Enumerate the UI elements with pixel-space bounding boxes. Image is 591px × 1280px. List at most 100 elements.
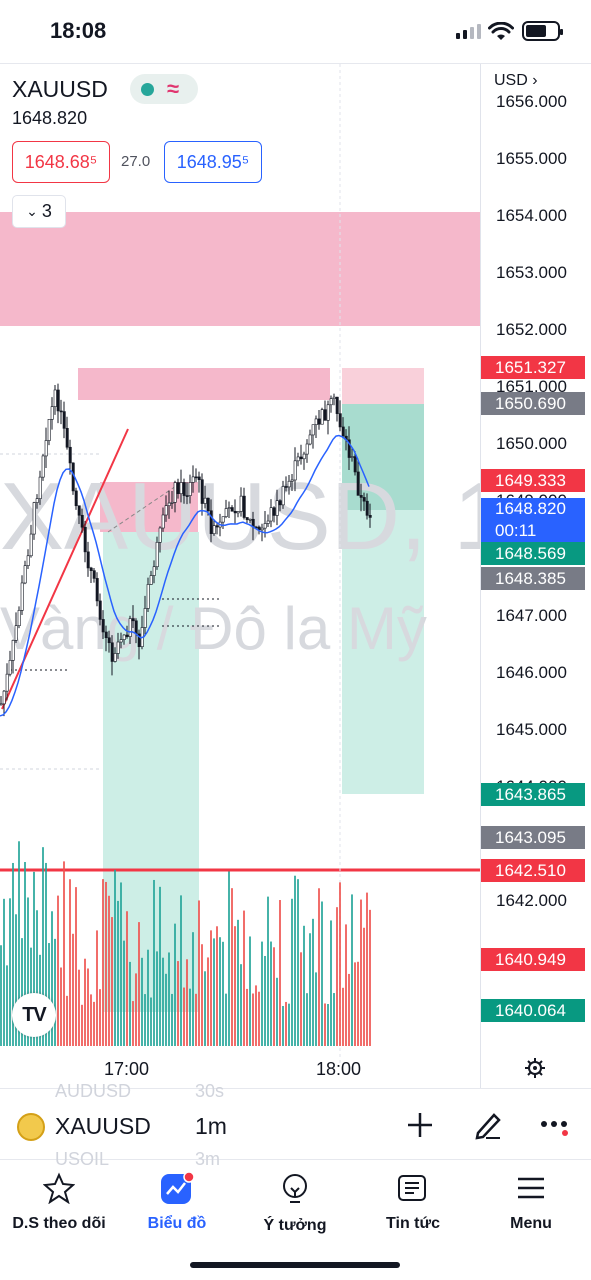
candle-body [113,653,117,662]
tradingview-logo-icon[interactable]: TV [12,993,56,1037]
volume-bar [291,898,293,1046]
volume-bar [177,961,179,1046]
volume-bar [327,1004,329,1046]
candle-body [269,507,273,522]
volume-bar [87,968,89,1046]
candle-body [80,514,84,528]
news-icon [398,1175,426,1201]
candle-body [86,551,90,569]
candle-body [284,486,288,488]
volume-bar [204,971,206,1046]
candle-body [53,389,57,407]
symbol-selector[interactable]: XAUUSD [55,1113,151,1139]
volume-bar [105,881,107,1046]
volume-bar [366,892,368,1046]
tab-menu[interactable]: Menu [472,1172,590,1233]
candle-body [167,502,171,506]
chart-area[interactable]: XAUUSD, 1 Vàng / Đô la Mỹ USD › 1656.000… [0,63,591,1088]
price-tick: 1651.000 [496,377,567,396]
watermark-description: Vàng / Đô la Mỹ [0,595,427,662]
candle-body [326,404,330,421]
volume-bars [0,841,371,1046]
price-chart[interactable]: XAUUSD, 1 Vàng / Đô la Mỹ [0,64,480,1088]
tab-chart[interactable]: Biểu đồ [118,1171,236,1233]
price-label: 1642.510 [481,859,585,882]
candle-body [5,673,9,692]
volume-bar [66,995,68,1046]
price-tick: 1654.000 [496,206,567,225]
candle-body [11,640,15,661]
candle-body [308,434,312,445]
volume-bar [348,973,350,1046]
market-status-pill[interactable]: ≈ [130,74,198,104]
volume-bar [129,961,131,1046]
volume-bar [42,847,44,1046]
candle-body [65,428,69,448]
volume-bar [282,1005,284,1046]
candle-body [359,495,363,498]
indicators-toggle[interactable]: ⌄ 3 [12,195,66,228]
volume-bar [219,937,221,1046]
volume-bar [90,994,92,1046]
candle-body [95,578,99,602]
volume-bar [336,907,338,1046]
volume-bar [312,918,314,1046]
price-label: 1648.385 [481,567,585,590]
volume-bar [27,897,29,1046]
candle-body [233,510,237,514]
candle-body [50,406,54,420]
volume-bar [138,922,140,1046]
volume-bar [207,957,209,1046]
volume-bar [171,993,173,1046]
volume-bar [297,879,299,1046]
price-axis[interactable]: USD › 1656.000 1655.000 1654.000 1653.000 16… [480,64,591,1088]
volume-bar [123,940,125,1046]
volume-bar [96,930,98,1046]
candle-body [200,479,204,504]
settings-gear-icon[interactable] [524,1057,546,1079]
candle-body [68,446,72,464]
candle-body [62,411,66,429]
buy-button[interactable]: 1648.95⁵ [164,141,262,183]
sell-button[interactable]: 1648.68⁵ [12,141,110,183]
volume-bar [240,964,242,1046]
candle-body [32,502,36,535]
volume-bar [228,871,230,1046]
candle-body [29,533,33,557]
volume-bar [48,943,50,1046]
price-label: 1649.333 [481,469,585,492]
symbol-title[interactable]: XAUUSD [12,76,108,102]
price-label: 1643.095 [481,826,585,849]
candle-body [158,527,162,543]
volume-bar [81,1004,83,1046]
tab-watchlist[interactable]: D.S theo dõi [0,1172,118,1233]
tab-ideas[interactable]: Ý tưởng [236,1172,354,1235]
candle-body [89,567,93,571]
candle-body [320,409,324,425]
volume-bar [315,972,317,1046]
volume-bar [237,919,239,1046]
currency-selector[interactable]: USD › [494,72,538,89]
volume-bar [198,900,200,1046]
candle-body [116,641,120,654]
volume-bar [33,871,35,1046]
candle-body [335,396,339,414]
plus-icon[interactable] [406,1111,434,1139]
pencil-icon[interactable] [472,1109,504,1141]
candle-body [287,480,291,488]
volume-bar [54,938,56,1046]
volume-bar [0,945,2,1046]
candle-body [206,497,210,512]
candle-body [164,505,168,516]
star-icon [42,1172,76,1205]
candle-body [311,424,315,436]
tab-news[interactable]: Tin tức [354,1172,472,1233]
volume-bar [261,941,263,1046]
candle-body [317,418,321,425]
price-tick: 1642.000 [496,891,567,910]
timeframe-selector[interactable]: 1m [195,1113,227,1139]
menu-icon [518,1177,544,1199]
volume-bar [195,993,197,1046]
volume-bar [252,993,254,1046]
more-options-icon[interactable] [540,1117,572,1137]
